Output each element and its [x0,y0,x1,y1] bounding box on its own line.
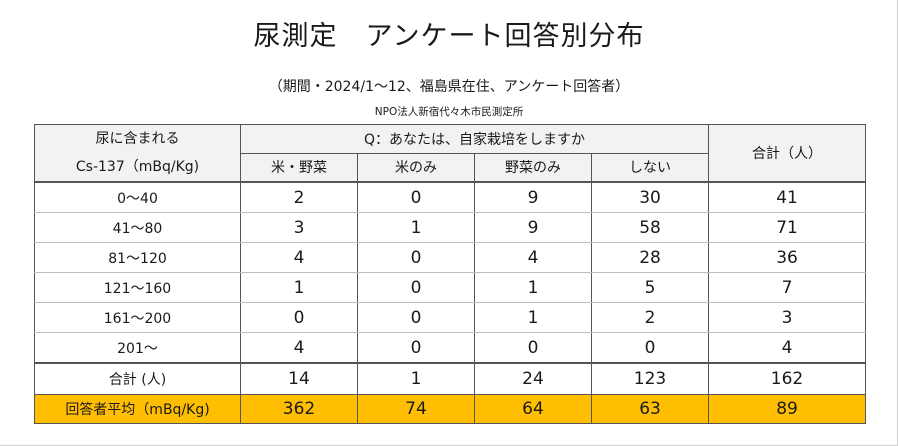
average-cell: 362 [240,394,358,424]
table-cell: 0 [357,242,475,273]
table-cell: 5 [590,272,710,303]
table-row: 161～200 0 0 1 2 3 [34,302,867,333]
totals-cell: 24 [474,362,592,395]
header-col-vegetables-only: 野菜のみ [474,152,592,183]
table-cell: 0 [474,332,592,364]
row-total: 3 [708,302,867,333]
page-subtitle: （期間・2024/1～12、福島県在住、アンケート回答者） [268,79,630,95]
totals-row-label: 合計 (人) [34,362,241,395]
average-row-label: 回答者平均（mBq/Kg) [34,394,241,424]
row-label: 121～160 [34,272,241,303]
header-label-line1: 尿に含まれる [95,131,180,147]
header-col-rice-only: 米のみ [357,152,475,183]
grand-total: 162 [708,362,867,395]
table-row: 81～120 4 0 4 28 36 [34,242,867,273]
page-title: 尿測定 アンケート回答別分布 [253,21,645,52]
row-total: 7 [708,272,867,303]
table-row: 0～40 2 0 9 30 41 [34,181,867,213]
table-cell: 2 [590,302,710,333]
table-cell: 30 [590,181,710,213]
table-cell: 9 [474,181,592,213]
totals-row: 合計 (人) 14 1 24 123 162 [34,362,867,395]
table-cell: 58 [590,212,710,243]
table-cell: 0 [590,332,710,364]
row-label: 161～200 [34,302,241,333]
table-cell: 3 [240,212,358,243]
table-row: 201～ 4 0 0 0 4 [34,332,867,364]
table-cell: 28 [590,242,710,273]
average-row: 回答者平均（mBq/Kg) 362 74 64 63 89 [34,394,867,424]
organization-name: NPO法人新宿代々木市民測定所 [374,106,524,118]
table-cell: 4 [240,242,358,273]
header-col-none: しない [590,152,710,183]
totals-cell: 14 [240,362,358,395]
row-total: 41 [708,181,867,213]
row-total: 4 [708,332,867,364]
table-cell: 0 [240,302,358,333]
average-cell: 64 [474,394,592,424]
row-label: 0～40 [34,181,241,213]
totals-cell: 123 [590,362,710,395]
table-cell: 0 [357,272,475,303]
header-cs137-label: 尿に含まれる Cs-137（mBq/Kg) [34,124,241,183]
table-row: 41～80 3 1 9 58 71 [34,212,867,243]
table-cell: 0 [357,302,475,333]
header-label-line2: Cs-137（mBq/Kg) [75,159,200,175]
row-label: 81～120 [34,242,241,273]
header-total: 合計（人） [708,124,867,183]
table-cell: 0 [357,332,475,364]
totals-cell: 1 [357,362,475,395]
header-col-rice-vegetables: 米・野菜 [240,152,358,183]
table-cell: 4 [240,332,358,364]
table-row: 121～160 1 0 1 5 7 [34,272,867,303]
average-cell: 74 [357,394,475,424]
row-total: 36 [708,242,867,273]
table-cell: 1 [474,302,592,333]
header-question: Q：あなたは、自家栽培をしますか [239,124,710,154]
table-cell: 2 [240,181,358,213]
table-cell: 1 [474,272,592,303]
table-cell: 9 [474,212,592,243]
row-total: 71 [708,212,867,243]
distribution-table: 尿に含まれる Cs-137（mBq/Kg) Q：あなたは、自家栽培をしますか 合… [34,124,867,424]
average-cell: 63 [590,394,710,424]
table-cell: 4 [474,242,592,273]
table-cell: 1 [240,272,358,303]
row-label: 41～80 [34,212,241,243]
average-total: 89 [708,394,867,424]
table-cell: 0 [357,181,475,213]
row-label: 201～ [34,332,241,364]
table-cell: 1 [357,212,475,243]
